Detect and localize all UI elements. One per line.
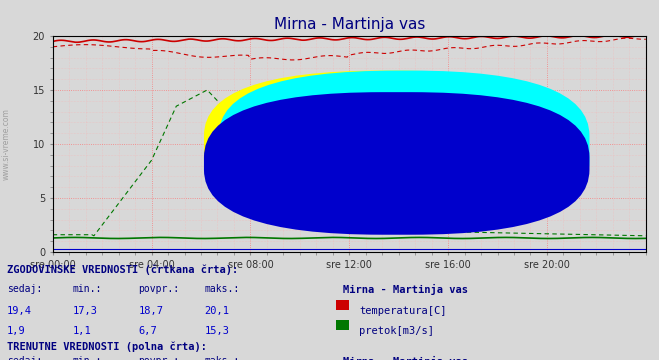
Text: 19,4: 19,4 [7,306,32,316]
Text: sedaj:: sedaj: [7,356,42,360]
Text: 17,3: 17,3 [72,306,98,316]
Text: povpr.:: povpr.: [138,284,179,294]
Text: 15,3: 15,3 [204,326,229,336]
Text: maks.:: maks.: [204,356,239,360]
Text: min.:: min.: [72,356,102,360]
Text: Mirna - Martinja vas: Mirna - Martinja vas [343,356,468,360]
Text: TRENUTNE VREDNOSTI (polna črta):: TRENUTNE VREDNOSTI (polna črta): [7,342,206,352]
Text: 20,1: 20,1 [204,306,229,316]
FancyBboxPatch shape [204,71,575,226]
Text: min.:: min.: [72,284,102,294]
Text: 6,7: 6,7 [138,326,157,336]
Text: www.si-vreme.com: www.si-vreme.com [215,136,483,160]
Title: Mirna - Martinja vas: Mirna - Martinja vas [273,17,425,32]
FancyBboxPatch shape [219,71,590,226]
Bar [336,320,349,330]
Text: maks.:: maks.: [204,284,239,294]
Text: sedaj:: sedaj: [7,284,42,294]
Bar [336,300,349,310]
Text: povpr.:: povpr.: [138,356,179,360]
Text: temperatura[C]: temperatura[C] [359,306,447,316]
Text: 18,7: 18,7 [138,306,163,316]
FancyBboxPatch shape [204,92,590,235]
Text: ZGODOVINSKE VREDNOSTI (črtkana črta):: ZGODOVINSKE VREDNOSTI (črtkana črta): [7,264,238,275]
Text: pretok[m3/s]: pretok[m3/s] [359,326,434,336]
Text: Mirna - Martinja vas: Mirna - Martinja vas [343,284,468,296]
Text: www.si-vreme.com: www.si-vreme.com [2,108,11,180]
Text: 1,9: 1,9 [7,326,25,336]
Text: 1,1: 1,1 [72,326,91,336]
